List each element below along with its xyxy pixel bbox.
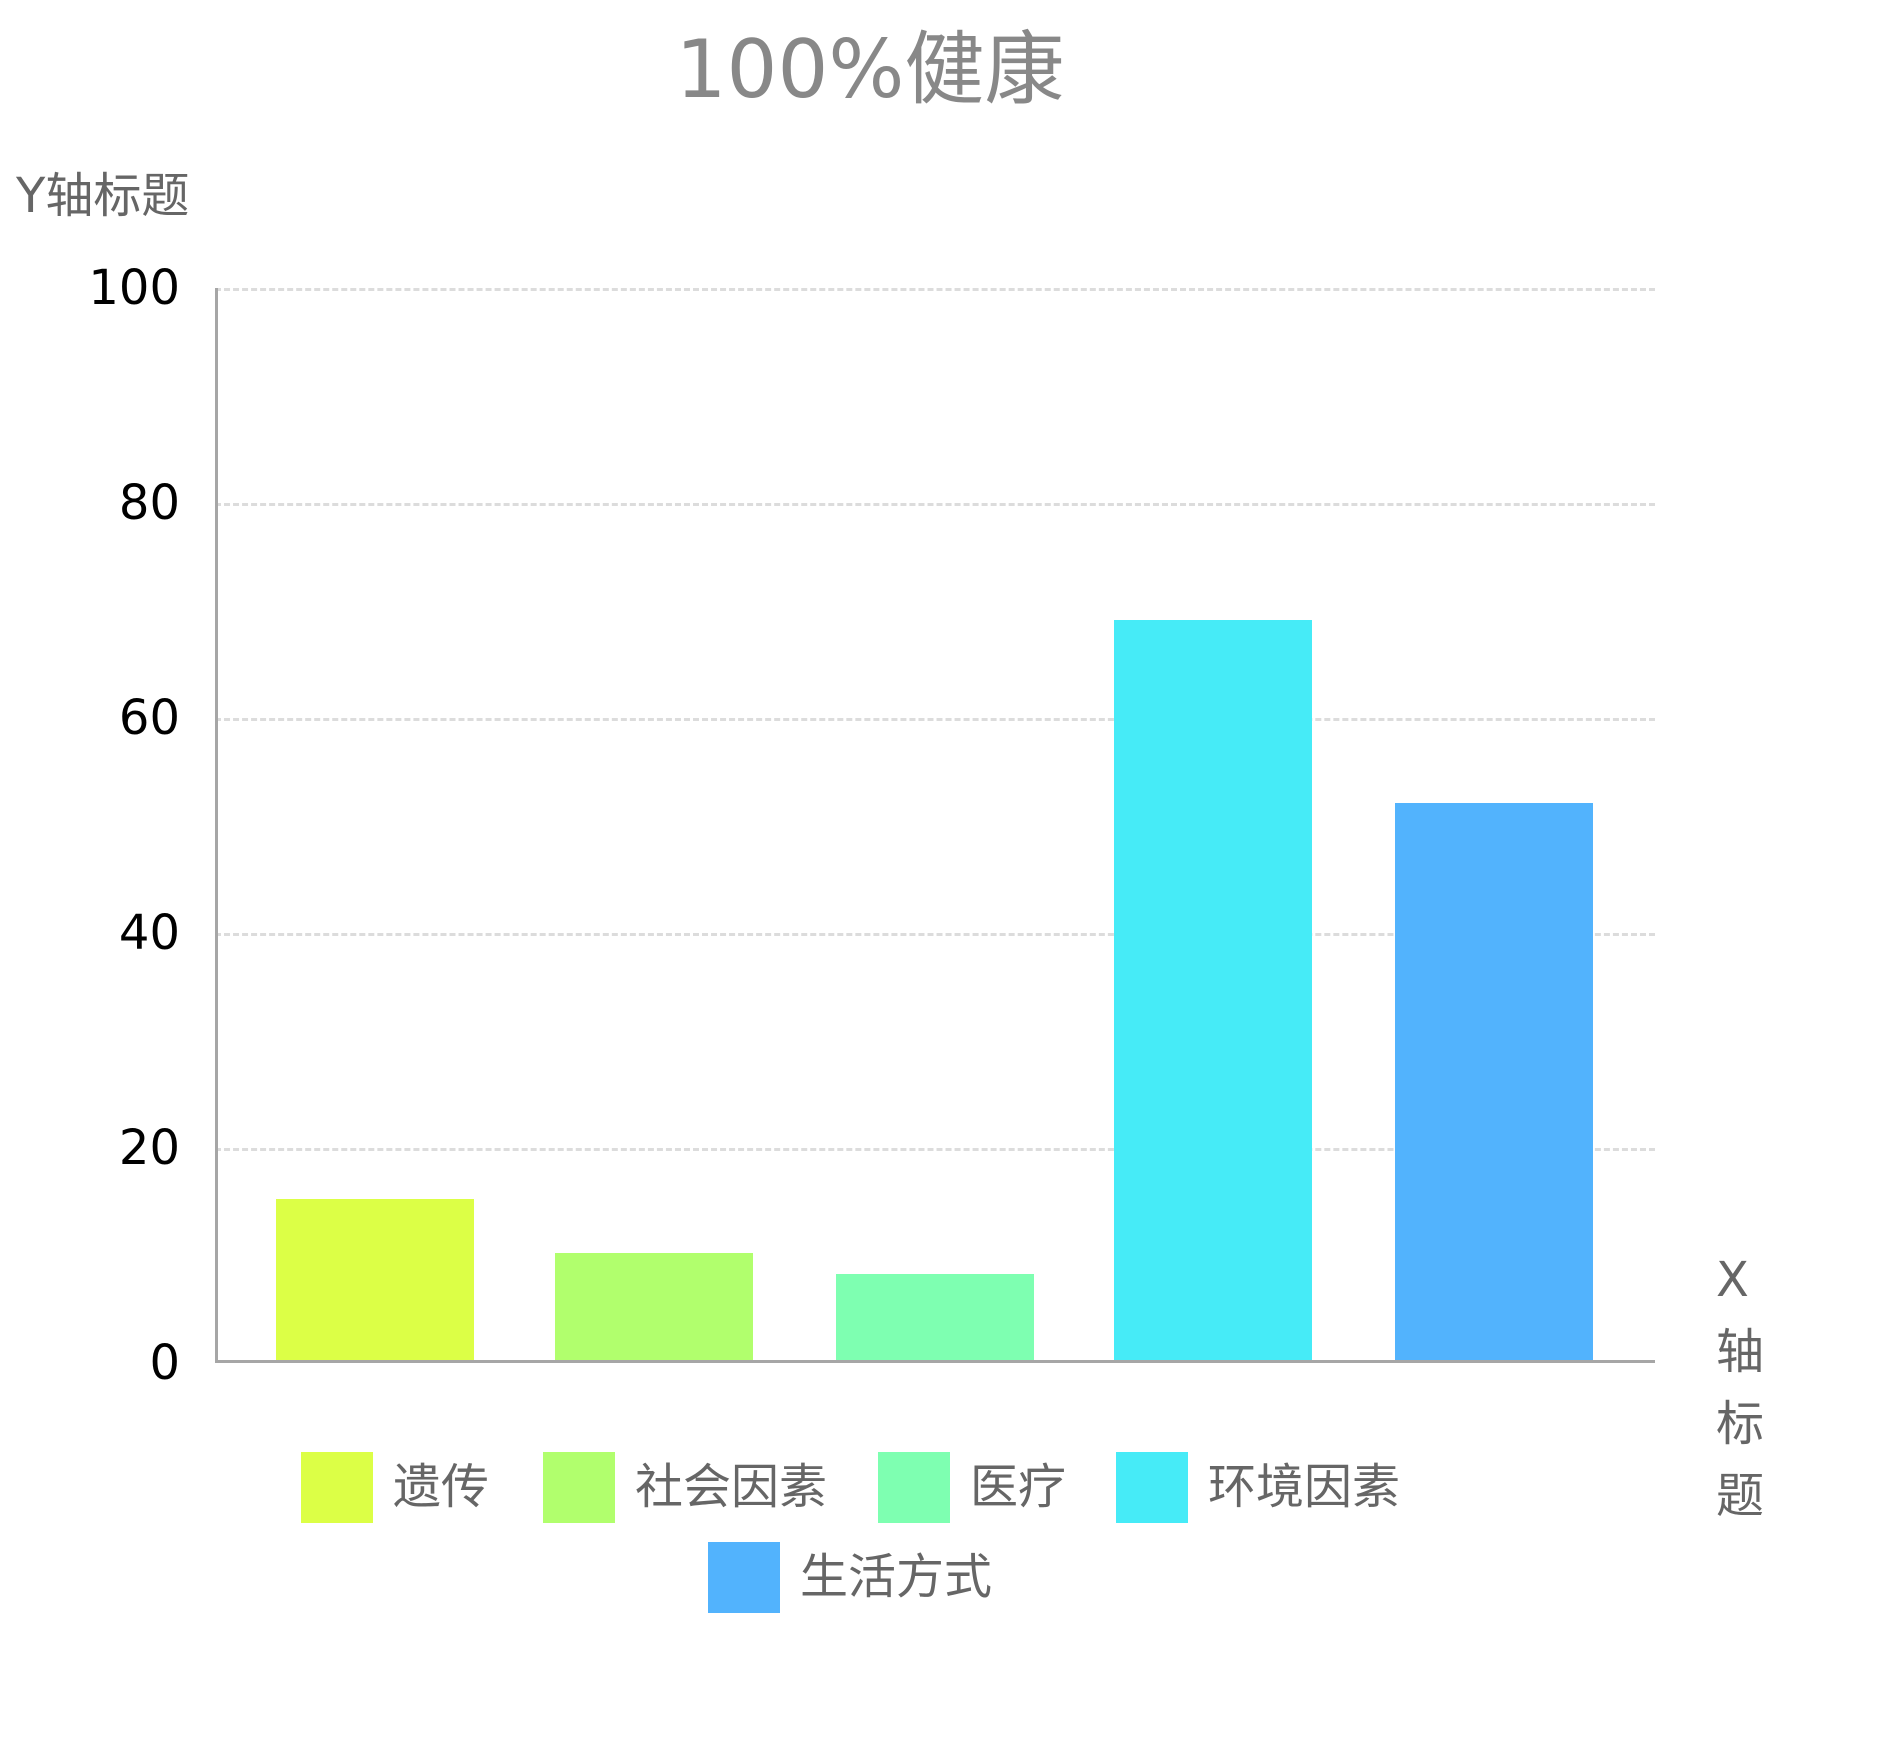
- plot-area: [215, 288, 1655, 1363]
- legend-item[interactable]: 医疗: [878, 1451, 1066, 1523]
- legend-item[interactable]: 社会因素: [543, 1451, 827, 1523]
- legend-label: 环境因素: [1208, 1459, 1401, 1515]
- y-tick-80: 80: [118, 475, 180, 531]
- legend-swatch: [708, 1541, 780, 1613]
- x-axis-title: X 轴 标 题: [1716, 1244, 1776, 1532]
- x-axis-title-char: 标: [1716, 1396, 1765, 1452]
- y-axis-title: Y轴标题: [16, 168, 190, 224]
- legend-item[interactable]: 生活方式: [708, 1541, 992, 1613]
- gridline-60: [215, 718, 1655, 721]
- legend-label: 医疗: [970, 1459, 1067, 1515]
- chart-title: 100%健康: [675, 23, 1065, 116]
- legend-swatch: [543, 1451, 615, 1523]
- gridline-80: [215, 503, 1655, 506]
- y-axis-line: [215, 288, 218, 1363]
- y-tick-0: 0: [149, 1335, 180, 1391]
- gridline-100: [215, 288, 1655, 291]
- legend-swatch: [301, 1451, 373, 1523]
- legend-label: 生活方式: [800, 1549, 993, 1605]
- y-tick-40: 40: [118, 905, 180, 961]
- bar-生活方式[interactable]: [1395, 803, 1593, 1360]
- legend-swatch: [1116, 1451, 1188, 1523]
- gridline-20: [215, 1148, 1655, 1151]
- bar-社会因素[interactable]: [555, 1253, 753, 1360]
- bar-遗传[interactable]: [276, 1199, 474, 1360]
- x-axis-line: [215, 1360, 1655, 1363]
- bar-医疗[interactable]: [836, 1274, 1034, 1360]
- legend-label: 遗传: [393, 1459, 490, 1515]
- y-tick-20: 20: [118, 1120, 180, 1176]
- y-tick-100: 100: [88, 260, 180, 316]
- legend-item[interactable]: 环境因素: [1116, 1451, 1400, 1523]
- x-axis-title-char: 题: [1716, 1468, 1765, 1524]
- y-tick-60: 60: [118, 690, 180, 746]
- legend-item[interactable]: 遗传: [301, 1451, 489, 1523]
- legend-label: 社会因素: [635, 1459, 828, 1515]
- x-axis-title-char: X: [1716, 1252, 1749, 1308]
- gridline-40: [215, 933, 1655, 936]
- x-axis-title-char: 轴: [1716, 1324, 1765, 1380]
- legend-swatch: [878, 1451, 950, 1523]
- bar-环境因素[interactable]: [1114, 620, 1312, 1360]
